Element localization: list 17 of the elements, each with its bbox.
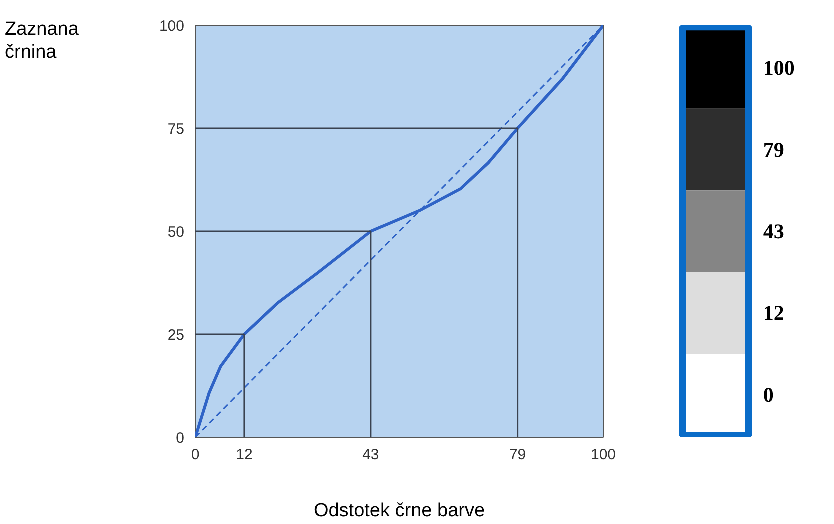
x-axis-title: Odstotek črne barve <box>314 500 486 522</box>
x-tick-label: 79 <box>509 446 526 464</box>
y-tick-label: 50 <box>168 224 185 241</box>
x-tick-label: 0 <box>191 446 200 464</box>
y-tick-label: 25 <box>168 327 185 344</box>
data-label: 12 <box>763 301 784 326</box>
data-label: 43 <box>763 220 784 244</box>
x-tick-label: 12 <box>236 446 253 464</box>
data-label: 79 <box>763 138 784 162</box>
data-label: 100 <box>763 56 795 80</box>
y-tick-label: 75 <box>168 121 185 138</box>
x-tick-label: 100 <box>590 446 616 464</box>
y-axis-title: Zaznana črnina <box>5 18 80 64</box>
x-tick-label: 43 <box>362 446 380 464</box>
y-tick-label: 0 <box>176 430 184 447</box>
data-label: 0 <box>763 382 774 407</box>
y-tick-label: 100 <box>159 18 185 35</box>
